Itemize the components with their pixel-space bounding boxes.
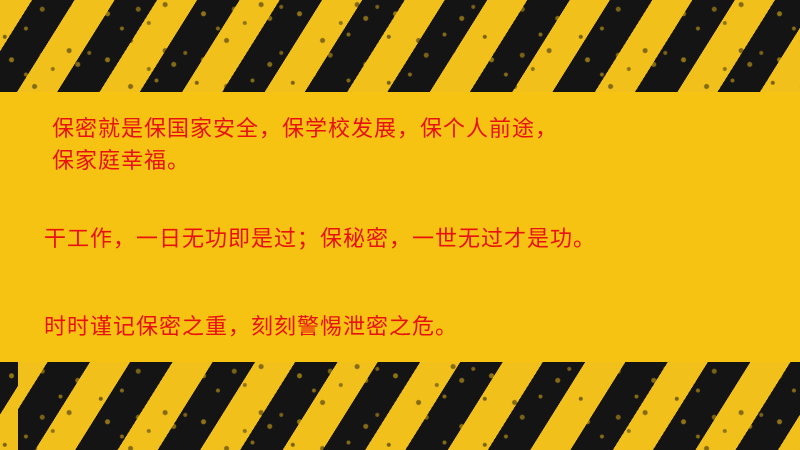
security-slogan-2: 干工作，一日无功即是过；保秘密，一世无过才是功。	[44, 227, 597, 252]
security-slogan-1-line-2: 保家庭幸福。	[52, 149, 191, 174]
security-slogan-3: 时时谨记保密之重，刻刻警惕泄密之危。	[44, 315, 459, 340]
hazard-stripes-bottom	[0, 362, 800, 450]
security-slogan-1-line-1: 保密就是保国家安全，保学校发展，保个人前途，	[52, 117, 559, 142]
text-band	[0, 92, 800, 362]
hazard-stripes-top	[0, 0, 800, 92]
